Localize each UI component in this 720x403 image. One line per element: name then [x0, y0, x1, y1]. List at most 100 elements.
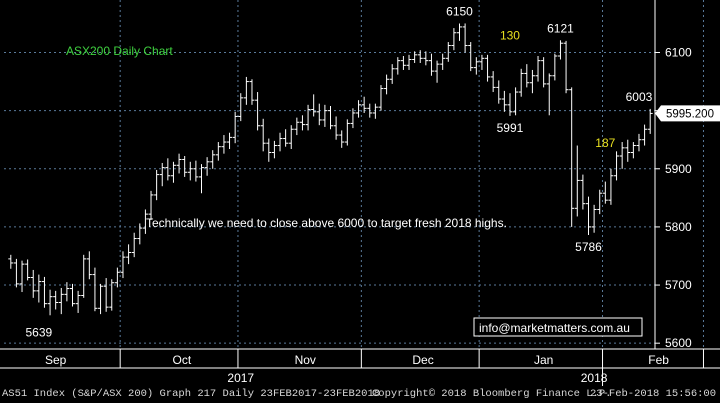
ohlc-bar-55 — [316, 103, 322, 126]
ohlc-bar-98 — [557, 40, 563, 60]
ohlc-bar-16 — [98, 283, 104, 315]
ohlc-bar-2 — [19, 260, 25, 293]
ohlc-bar-60 — [344, 119, 350, 146]
ohlc-bar-66 — [378, 85, 384, 111]
ohlc-bar-10 — [64, 282, 70, 302]
ohlc-bar-92 — [524, 64, 530, 88]
ohlc-bar-36 — [210, 150, 216, 169]
x-axis: Sep Oct Nov Dec Jan Feb 2017 2018 — [0, 348, 720, 386]
ohlc-bar-77 — [440, 53, 446, 70]
ohlc-bar-75 — [428, 53, 434, 76]
gridlines — [4, 52, 655, 344]
ohlc-bar-34 — [199, 164, 204, 194]
ohlc-bar-43 — [249, 79, 255, 105]
ohlc-bar-78 — [445, 42, 451, 62]
y-tick-label-6100: 6100 — [665, 46, 692, 60]
annotation-187: 187 — [595, 136, 615, 150]
ohlc-bar-72 — [412, 51, 418, 63]
ohlc-bar-52 — [299, 115, 305, 131]
ohlc-bar-69 — [395, 57, 401, 75]
ohlc-bar-96 — [546, 73, 552, 116]
ohlc-bar-62 — [356, 100, 362, 118]
ohlc-bar-85 — [485, 54, 491, 82]
ohlc-bar-57 — [328, 105, 333, 130]
y-axis: 560057005800590060006100 — [654, 0, 692, 350]
ohlc-bar-61 — [350, 108, 356, 129]
ohlc-bar-68 — [389, 64, 395, 84]
ohlc-bar-20 — [120, 251, 126, 279]
ohlc-bar-48 — [277, 132, 283, 152]
ohlc-bar-111 — [630, 142, 636, 159]
annotation-5786: 5786 — [575, 240, 602, 254]
ohlc-bar-114 — [647, 108, 653, 134]
ohlc-bar-45 — [260, 118, 266, 152]
y-tick-label-5900: 5900 — [665, 162, 692, 176]
ohlc-bar-50 — [288, 125, 294, 150]
chart-note: Technically we need to close above 6000 … — [146, 216, 507, 230]
ohlc-bar-19 — [114, 267, 120, 288]
price-annotations: 5639 6150 130 5991 6121 187 5786 6003 — [25, 4, 652, 339]
ohlc-bar-100 — [569, 87, 575, 227]
ohlc-bar-0 — [8, 254, 14, 269]
ohlc-bar-38 — [221, 135, 227, 154]
annotation-130: 130 — [500, 28, 520, 42]
ohlc-bar-73 — [417, 50, 423, 63]
ohlc-bar-4 — [30, 269, 36, 298]
contact-box[interactable]: info@marketmatters.com.au — [473, 317, 643, 337]
ohlc-bar-59 — [339, 130, 345, 148]
ohlc-bar-83 — [473, 57, 479, 75]
annotation-6003: 6003 — [626, 90, 653, 104]
price-bars — [8, 23, 653, 316]
month-label-jan: Jan — [534, 353, 553, 367]
ohlc-bar-110 — [625, 139, 631, 162]
y-tick-label-5600: 5600 — [665, 336, 692, 350]
ohlc-bar-5 — [36, 274, 42, 303]
ohlc-bar-22 — [131, 232, 137, 258]
ohlc-bar-24 — [142, 209, 148, 234]
ohlc-bar-56 — [322, 104, 328, 127]
ohlc-bar-35 — [204, 157, 210, 176]
ohlc-bar-70 — [400, 55, 406, 70]
ohlc-bar-81 — [462, 23, 468, 53]
ohlc-bar-64 — [367, 103, 373, 118]
ohlc-bar-58 — [333, 116, 339, 140]
contact-email[interactable]: info@marketmatters.com.au — [479, 321, 630, 335]
ohlc-bar-32 — [187, 161, 193, 181]
annotation-5991: 5991 — [497, 121, 524, 135]
ohlc-bar-27 — [159, 162, 165, 187]
ohlc-bar-41 — [238, 93, 244, 122]
ohlc-bar-46 — [266, 138, 272, 162]
ohlc-bar-42 — [243, 76, 249, 105]
ohlc-bar-105 — [597, 189, 603, 215]
ohlc-bar-113 — [642, 124, 648, 146]
ohlc-bar-104 — [591, 204, 597, 233]
ohlc-bar-3 — [25, 259, 31, 281]
ohlc-bar-30 — [176, 153, 182, 174]
ohlc-bar-99 — [563, 40, 569, 94]
ohlc-bar-109 — [619, 142, 625, 169]
ohlc-bar-53 — [305, 104, 311, 131]
ohlc-bar-26 — [154, 169, 160, 201]
ohlc-bar-9 — [58, 287, 64, 315]
footer-copyright: Copyright© 2018 Bloomberg Finance L.P. — [372, 388, 612, 400]
year-label-2017: 2017 — [227, 371, 254, 385]
ohlc-bar-33 — [193, 160, 199, 182]
ohlc-bar-89 — [507, 93, 513, 116]
annotation-5639: 5639 — [25, 326, 52, 340]
ohlc-bar-54 — [311, 94, 317, 117]
ohlc-bar-80 — [457, 23, 462, 41]
ohlc-bar-37 — [215, 142, 221, 161]
ohlc-bar-112 — [636, 133, 642, 152]
ohlc-bar-108 — [614, 151, 620, 181]
month-label-sep: Sep — [45, 353, 67, 367]
ohlc-bar-86 — [490, 71, 496, 93]
month-separators — [119, 0, 704, 349]
ohlc-bar-8 — [53, 290, 59, 310]
ohlc-bar-23 — [137, 223, 143, 245]
footer-timestamp: 23-Feb-2018 15:56:00 — [590, 388, 717, 400]
month-label-dec: Dec — [412, 353, 433, 367]
y-tick-label-5700: 5700 — [665, 278, 692, 292]
ohlc-bar-17 — [103, 278, 109, 312]
ohlc-bar-71 — [406, 54, 412, 70]
